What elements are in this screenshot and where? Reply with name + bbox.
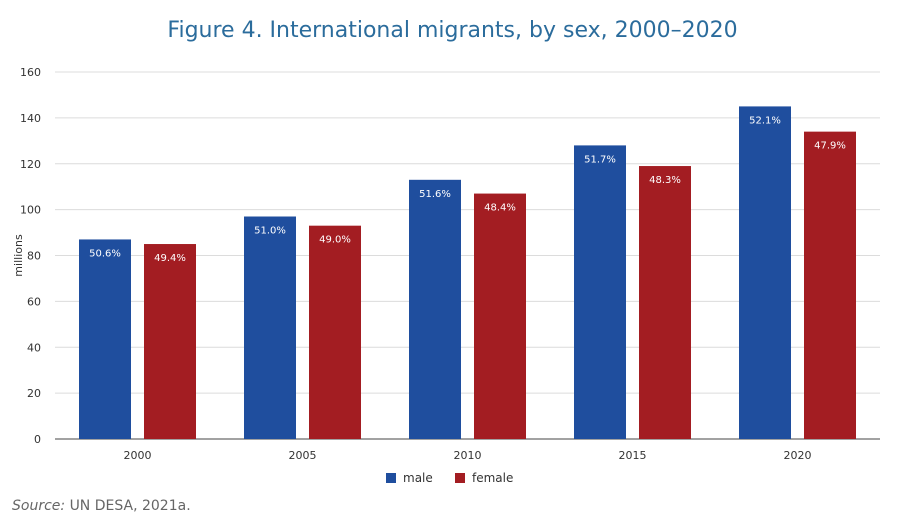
bar-female-2010 (474, 193, 526, 439)
chart-title: Figure 4. International migrants, by sex… (167, 18, 738, 43)
bar-data-label: 50.6% (89, 248, 121, 259)
x-tick-label: 2005 (289, 449, 317, 462)
bars (79, 106, 856, 439)
source-note: Source: UN DESA, 2021a. (12, 498, 191, 514)
legend-label-male: male (403, 471, 433, 485)
y-tick-label: 40 (27, 341, 41, 354)
y-tick-label: 140 (20, 112, 41, 125)
bar-data-label: 49.0% (319, 235, 351, 246)
y-tick-label: 160 (20, 66, 41, 79)
legend: male female (386, 471, 513, 485)
x-tick-label: 2010 (454, 449, 482, 462)
bar-female-2005 (309, 225, 361, 439)
source-text: UN DESA, 2021a. (69, 498, 191, 514)
x-tick-label: 2020 (784, 449, 812, 462)
y-tick-label: 120 (20, 158, 41, 171)
y-tick-label: 0 (34, 433, 41, 446)
data-labels: 50.6% 49.4% 51.0% 49.0% 51.6% 48.4% 51.7% 48.3%… (89, 115, 846, 264)
bar-data-label: 48.3% (649, 175, 681, 186)
bar-male-2010 (409, 179, 461, 439)
y-tick-label: 80 (27, 250, 41, 263)
y-tick-label: 20 (27, 387, 41, 400)
y-tick-label: 60 (27, 295, 41, 308)
bar-data-label: 49.4% (154, 253, 186, 264)
source-label: Source: (12, 498, 66, 514)
bar-male-2000 (79, 239, 131, 439)
x-tick-label: 2015 (619, 449, 647, 462)
bar-female-2000 (144, 244, 196, 439)
legend-swatch-female (455, 473, 465, 483)
bar-male-2005 (244, 216, 296, 439)
bar-data-label: 51.6% (419, 189, 451, 200)
bar-data-label: 51.0% (254, 226, 286, 237)
bar-data-label: 48.4% (484, 203, 516, 214)
bar-data-label: 51.7% (584, 154, 616, 165)
legend-label-female: female (472, 471, 513, 485)
x-tick-label: 2000 (124, 449, 152, 462)
y-axis-label: millions (12, 234, 25, 277)
bar-female-2015 (639, 166, 691, 439)
y-tick-label: 100 (20, 204, 41, 217)
bar-data-label: 47.9% (814, 141, 846, 152)
bar-male-2020 (739, 106, 791, 439)
legend-swatch-male (386, 473, 396, 483)
bar-female-2020 (804, 131, 856, 439)
bar-data-label: 52.1% (749, 115, 781, 126)
bar-male-2015 (574, 145, 626, 439)
